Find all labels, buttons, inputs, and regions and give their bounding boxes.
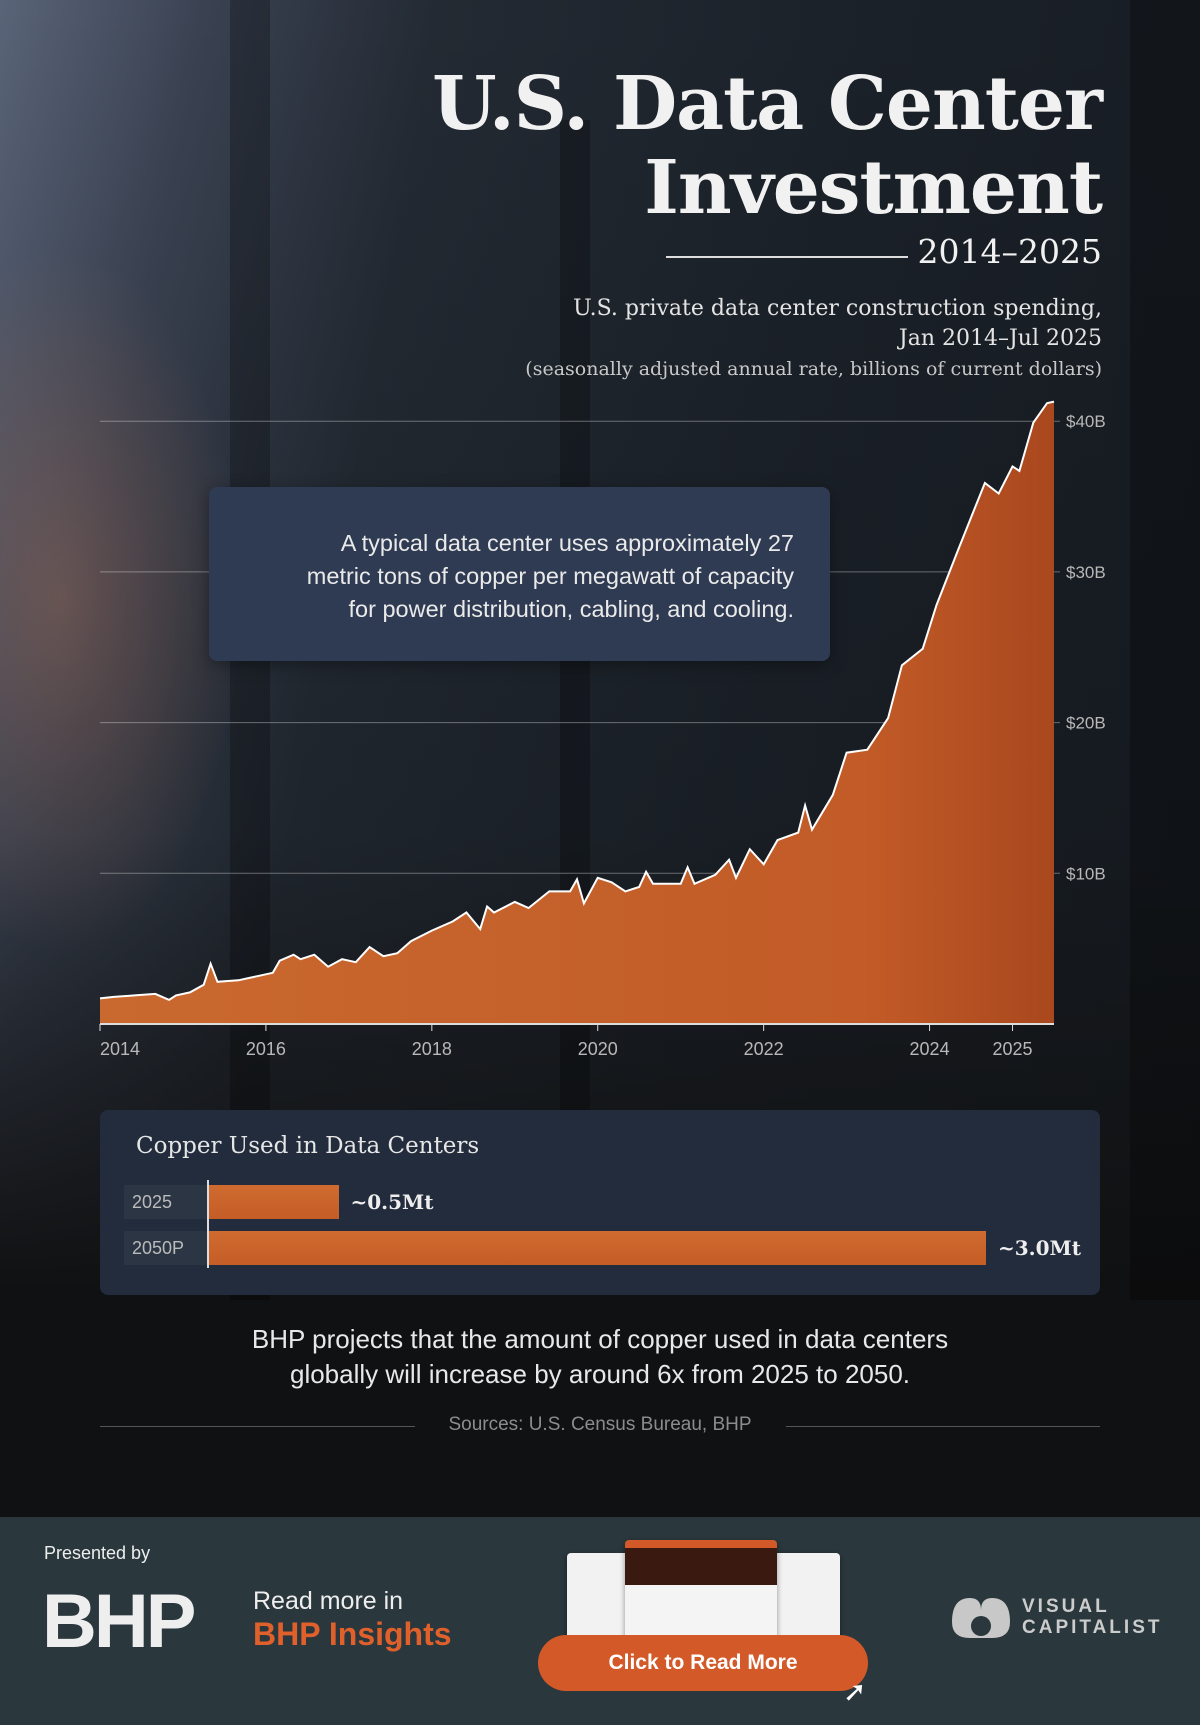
copper-panel-title: Copper Used in Data Centers bbox=[136, 1133, 480, 1159]
subtitle: U.S. private data center construction sp… bbox=[573, 294, 1102, 354]
divider bbox=[786, 1426, 1100, 1427]
vc-text: VISUAL bbox=[1022, 1596, 1110, 1617]
x-tick-label: 2018 bbox=[412, 1039, 452, 1059]
bar-label-2025: 2025 bbox=[124, 1185, 207, 1219]
vc-text: CAPITALIST bbox=[1022, 1617, 1163, 1638]
x-tick-label: 2022 bbox=[744, 1039, 784, 1059]
title-line-1: U.S. Data Center bbox=[432, 61, 1103, 147]
annotation-line: A typical data center uses approximately… bbox=[340, 530, 794, 556]
bhp-insights-link[interactable]: BHP Insights bbox=[253, 1616, 452, 1652]
subtitle-line-1: U.S. private data center construction sp… bbox=[573, 296, 1102, 321]
cursor-icon: ➚ bbox=[843, 1676, 867, 1707]
x-tick-label: 2024 bbox=[910, 1039, 950, 1059]
bar-2025 bbox=[209, 1185, 339, 1219]
series-line bbox=[99, 400, 1055, 1002]
bar-value-2050p: ~3.0Mt bbox=[998, 1236, 1081, 1260]
x-tick-label: 2016 bbox=[246, 1039, 286, 1059]
rack-shadow bbox=[1130, 0, 1200, 1300]
projection-text: BHP projects that the amount of copper u… bbox=[0, 1322, 1200, 1392]
annotation-line: metric tons of copper per megawatt of ca… bbox=[306, 563, 794, 589]
x-tick-label: 2014 bbox=[100, 1039, 140, 1059]
title-line-2: Investment bbox=[644, 145, 1103, 231]
bar-axis bbox=[207, 1180, 209, 1268]
click-to-read-more-button[interactable]: Click to Read More bbox=[538, 1635, 868, 1691]
y-tick-label: $20B bbox=[1066, 714, 1106, 733]
bhp-logo[interactable]: BHP bbox=[42, 1579, 196, 1664]
rack-shadow bbox=[560, 120, 590, 1220]
subtitle-line-2: Jan 2014–Jul 2025 bbox=[898, 326, 1102, 351]
x-tick-label: 2025 bbox=[992, 1039, 1032, 1059]
bar-label-2050p: 2050P bbox=[124, 1231, 207, 1265]
annotation-line: for power distribution, cabling, and coo… bbox=[348, 596, 794, 622]
article-preview-main[interactable] bbox=[625, 1540, 777, 1645]
annotation-box: A typical data center uses approximately… bbox=[209, 487, 830, 661]
divider bbox=[666, 256, 908, 258]
projection-line: globally will increase by around 6x from… bbox=[289, 1359, 911, 1389]
sources: Sources: U.S. Census Bureau, BHP bbox=[448, 1414, 752, 1435]
y-tick-label: $10B bbox=[1066, 864, 1106, 883]
y-tick-label: $30B bbox=[1066, 563, 1106, 582]
vc-logo-icon bbox=[952, 1598, 1010, 1638]
presented-by: Presented by bbox=[44, 1543, 151, 1563]
area-fill bbox=[100, 401, 1054, 1025]
year-range: 2014–2025 bbox=[917, 232, 1102, 271]
x-tick-label: 2020 bbox=[578, 1039, 618, 1059]
page-title: U.S. Data Center Investment bbox=[432, 61, 1103, 231]
bar-2050p bbox=[209, 1231, 986, 1265]
read-more-label: Read more in bbox=[253, 1587, 404, 1615]
visual-capitalist-logo[interactable]: VISUAL CAPITALIST bbox=[948, 1592, 1162, 1642]
y-tick-label: $40B bbox=[1066, 412, 1106, 431]
area-chart: $10B $20B $30B $40B 2014 2016 2018 2020 2022 2024… bbox=[99, 400, 1106, 1059]
subtitle-note: (seasonally adjusted annual rate, billio… bbox=[525, 358, 1102, 380]
projection-line: BHP projects that the amount of copper u… bbox=[251, 1324, 949, 1354]
divider bbox=[100, 1426, 415, 1427]
bar-value-2025: ~0.5Mt bbox=[350, 1190, 434, 1214]
